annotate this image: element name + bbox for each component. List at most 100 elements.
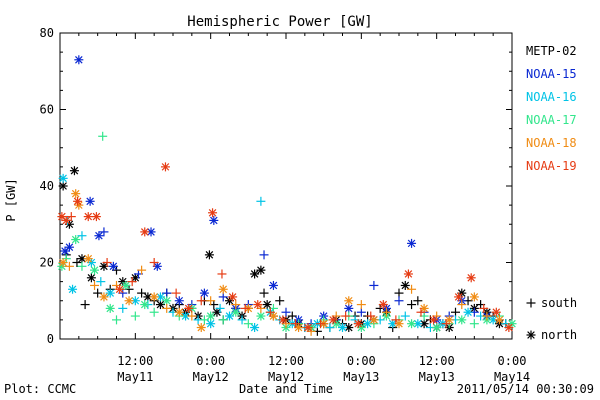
north-point-marker bbox=[407, 238, 417, 248]
plot-area: 0 20 40 60 80 12:00 May11 0:00 May12 12:00 May12 0:… bbox=[40, 26, 531, 384]
south-point-marker bbox=[281, 307, 291, 317]
north-point-marker bbox=[413, 319, 423, 329]
south-point-marker bbox=[162, 303, 172, 313]
north-point-marker bbox=[338, 323, 347, 333]
footer-right: 2011/05/14 00:30:09 bbox=[457, 382, 594, 396]
south-point-marker bbox=[275, 296, 285, 306]
south-point-marker bbox=[413, 296, 423, 306]
south-point-marker bbox=[407, 284, 417, 294]
north-point-marker bbox=[344, 323, 354, 333]
legend-entry: NOAA-15 bbox=[526, 67, 577, 81]
south-point-marker bbox=[356, 307, 366, 317]
north-point-marker bbox=[268, 311, 278, 321]
series-metp-02 bbox=[58, 166, 511, 336]
north-point-marker bbox=[99, 292, 109, 302]
north-point-marker bbox=[253, 300, 263, 310]
north-point-marker bbox=[218, 284, 228, 294]
north-point-marker bbox=[429, 315, 439, 325]
south-point-marker bbox=[256, 196, 266, 206]
south-point-marker bbox=[290, 319, 300, 329]
south-point-marker bbox=[149, 258, 159, 267]
south-point-marker bbox=[130, 311, 140, 321]
south-point-marker bbox=[243, 319, 253, 329]
north-point-marker bbox=[174, 307, 184, 317]
north-point-marker bbox=[73, 196, 83, 206]
x-tick-time-label: 0:00 bbox=[347, 354, 376, 368]
y-tick-label: 80 bbox=[40, 26, 54, 40]
north-point-marker bbox=[344, 296, 354, 306]
north-point-marker bbox=[206, 319, 216, 329]
north-point-marker bbox=[196, 323, 206, 333]
north-point-marker bbox=[160, 162, 170, 172]
north-point-marker bbox=[466, 273, 476, 283]
x-tick-date-label: May11 bbox=[117, 370, 153, 384]
south-point-marker bbox=[162, 288, 172, 298]
legend-hemisphere-label: south bbox=[541, 296, 577, 310]
south-point-marker bbox=[240, 303, 250, 313]
north-point-marker bbox=[68, 284, 78, 294]
north-point-marker bbox=[83, 254, 93, 264]
north-point-marker bbox=[407, 319, 417, 329]
south-point-marker bbox=[325, 323, 335, 333]
north-point-marker bbox=[140, 227, 150, 237]
legend-entry: METP-02 bbox=[526, 44, 577, 58]
south-point-marker bbox=[287, 311, 297, 321]
north-point-marker bbox=[90, 265, 100, 275]
north-point-marker bbox=[61, 215, 71, 225]
x-tick-time-label: 12:00 bbox=[419, 354, 455, 368]
south-point-marker bbox=[218, 292, 228, 302]
north-point-marker bbox=[491, 307, 501, 317]
series-noaa-16 bbox=[58, 173, 511, 333]
north-point-marker bbox=[419, 319, 429, 329]
north-point-marker bbox=[225, 311, 234, 321]
north-point-marker bbox=[174, 296, 184, 306]
south-point-marker bbox=[137, 288, 147, 298]
legend-entry: NOAA-17 bbox=[526, 113, 577, 127]
north-point-marker bbox=[262, 300, 272, 310]
north-point-marker bbox=[85, 196, 95, 206]
legend-entry: NOAA-19 bbox=[526, 159, 577, 173]
north-point-marker bbox=[105, 288, 115, 298]
north-point-marker bbox=[64, 242, 74, 252]
north-point-marker bbox=[184, 303, 194, 313]
south-point-marker bbox=[196, 296, 206, 306]
x-tick-date-label: May13 bbox=[343, 370, 379, 384]
south-point-marker bbox=[127, 277, 137, 287]
south-point-marker bbox=[77, 261, 87, 271]
south-point-marker bbox=[381, 307, 391, 317]
legend-hemisphere-label: north bbox=[541, 328, 577, 342]
south-point-marker bbox=[112, 315, 121, 325]
north-point-marker bbox=[94, 231, 104, 241]
north-point-marker bbox=[115, 284, 125, 294]
x-axis-label: Date and Time bbox=[239, 382, 333, 396]
north-point-marker bbox=[58, 173, 68, 183]
south-point-marker bbox=[479, 303, 489, 313]
x-tick-time-label: 0:00 bbox=[196, 354, 225, 368]
north-point-marker bbox=[86, 273, 96, 283]
south-point-marker bbox=[366, 311, 376, 321]
north-point-marker bbox=[209, 215, 219, 225]
south-point-marker bbox=[394, 288, 404, 298]
north-point-marker bbox=[228, 292, 238, 302]
south-point-marker bbox=[99, 227, 109, 237]
south-point-marker bbox=[391, 315, 401, 325]
south-point-marker bbox=[341, 311, 351, 321]
north-point-marker bbox=[121, 280, 131, 290]
north-point-marker bbox=[444, 315, 454, 325]
x-tick-date-label: May12 bbox=[193, 370, 229, 384]
y-tick-label: 0 bbox=[47, 332, 54, 346]
x-tick-time-label: 0:00 bbox=[498, 354, 527, 368]
north-point-marker bbox=[204, 250, 214, 260]
north-point-marker bbox=[268, 280, 278, 290]
series-noaa-17 bbox=[57, 131, 517, 333]
south-point-marker bbox=[171, 288, 181, 298]
north-point-marker bbox=[206, 311, 216, 321]
south-point-marker bbox=[369, 280, 379, 290]
south-point-marker bbox=[72, 258, 82, 267]
chart-title: Hemispheric Power [GW] bbox=[187, 14, 372, 30]
south-point-marker bbox=[469, 319, 479, 329]
x-tick-time-label: 12:00 bbox=[117, 354, 153, 368]
north-point-marker bbox=[69, 166, 79, 176]
south-point-marker bbox=[149, 307, 159, 317]
north-point-marker bbox=[400, 280, 410, 290]
